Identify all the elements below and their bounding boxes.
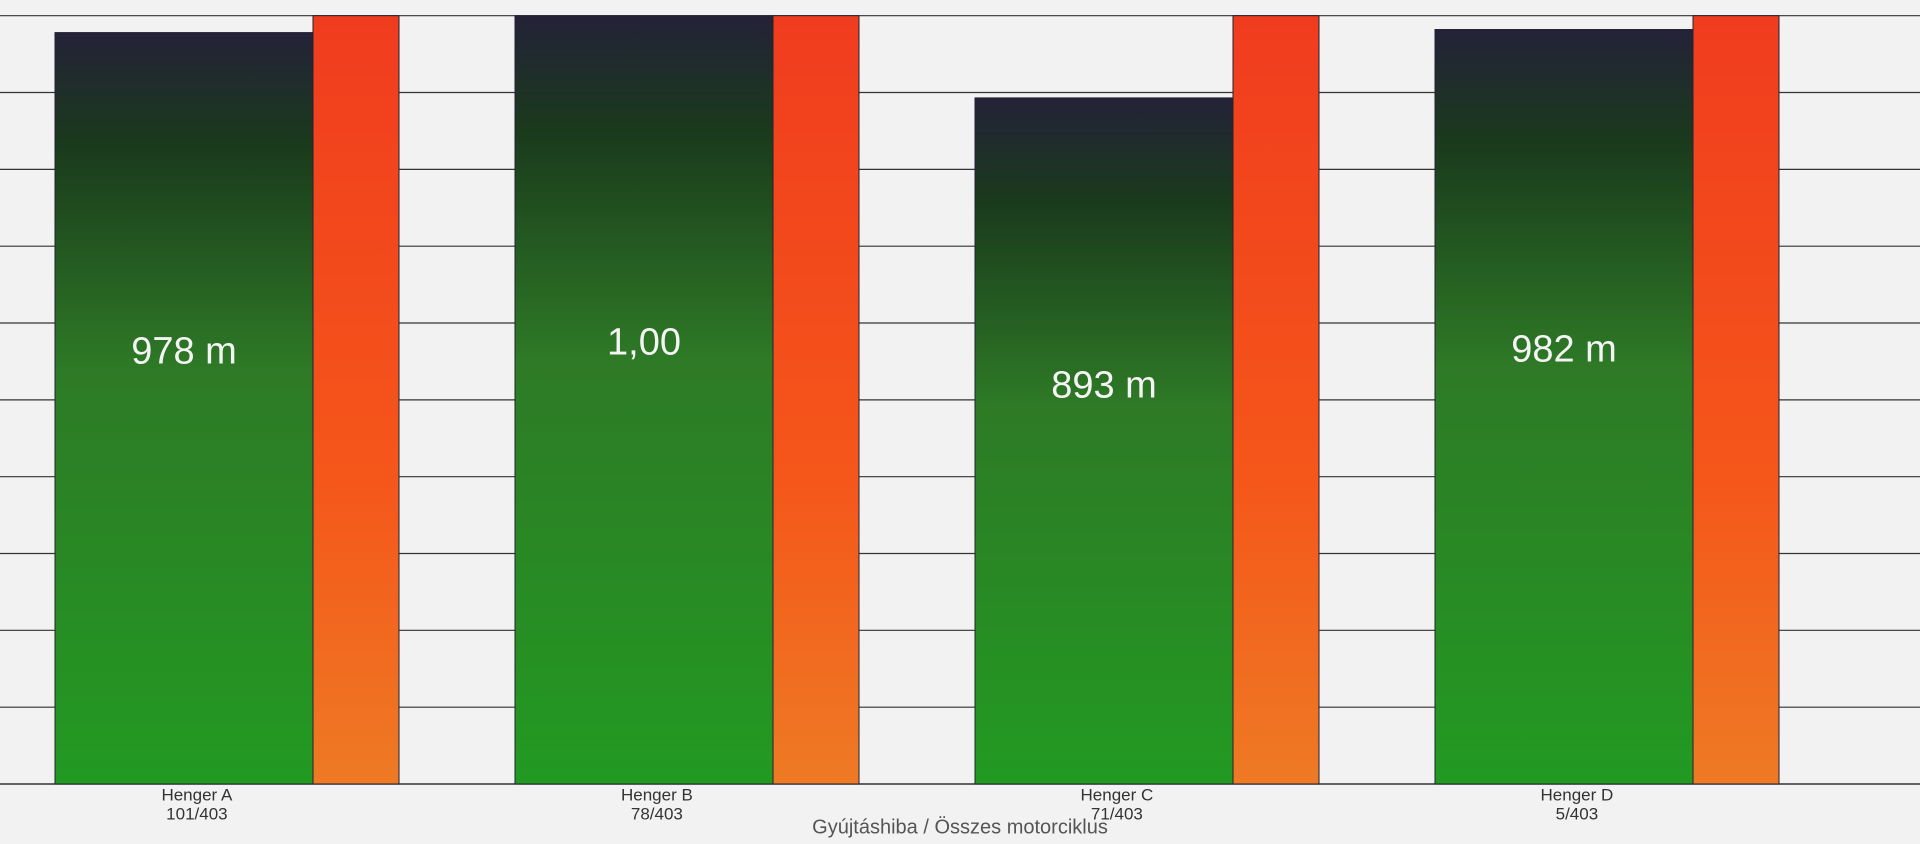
x-tick-sublabel: 5/403 [1556, 804, 1599, 823]
bar [974, 97, 1234, 785]
x-tick-label: Henger A [161, 785, 233, 804]
bar [1434, 29, 1694, 785]
x-tick-label: Henger C [1081, 785, 1154, 804]
bar [1692, 15, 1780, 785]
bar [514, 15, 774, 785]
x-axis-label: Gyújtáshiba / Összes motorciklus [812, 816, 1108, 838]
x-tick-sublabel: 71/403 [1091, 804, 1143, 823]
x-tick-sublabel: 78/403 [631, 804, 683, 823]
value-label: 982 m [1511, 329, 1617, 371]
bar [54, 32, 314, 785]
value-label: 1,00 [607, 322, 681, 364]
x-tick-label: Henger B [621, 785, 693, 804]
x-tick-sublabel: 101/403 [166, 804, 227, 823]
bar [1232, 15, 1320, 785]
value-label: 978 m [131, 330, 237, 372]
value-label: 893 m [1051, 364, 1157, 406]
bar [312, 15, 400, 785]
bar [772, 15, 860, 785]
x-tick-label: Henger D [1541, 785, 1614, 804]
